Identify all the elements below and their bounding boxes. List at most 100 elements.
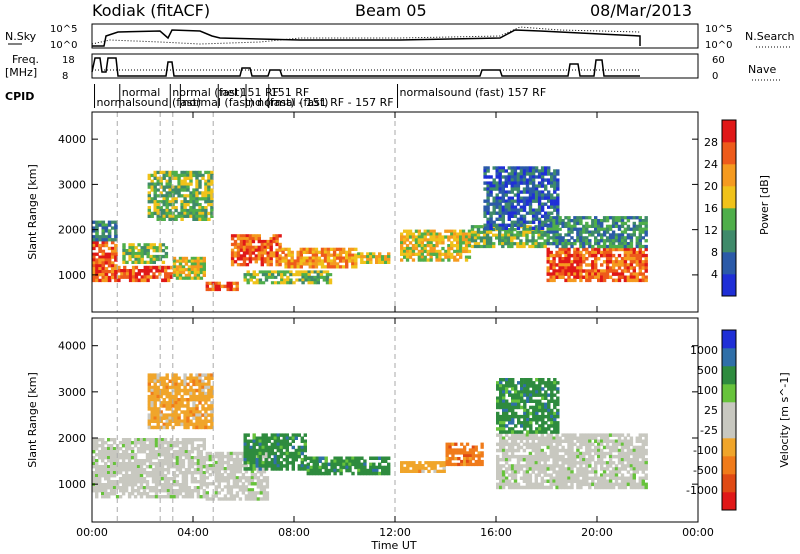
velocity-cell	[195, 416, 199, 420]
velocity-cell	[471, 462, 475, 467]
power-cell	[152, 246, 156, 250]
velocity-cell	[193, 438, 198, 442]
velocity-cell	[210, 413, 214, 417]
power-cell	[122, 251, 126, 256]
velocity-cell	[139, 462, 144, 466]
velocity-cell	[250, 479, 255, 483]
power-cell	[495, 172, 499, 176]
velocity-cell	[150, 425, 154, 430]
velocity-cell	[121, 480, 126, 484]
velocity-cell	[153, 385, 157, 390]
velocity-cell	[177, 416, 181, 420]
velocity-cell	[162, 379, 166, 383]
velocity-cell	[145, 492, 150, 496]
velocity-cell	[454, 448, 458, 452]
velocity-cell	[153, 373, 157, 377]
velocity-cell	[516, 448, 521, 453]
power-cell	[229, 287, 233, 292]
velocity-cell	[591, 442, 595, 447]
velocity-cell	[196, 480, 201, 484]
power-cell	[540, 223, 545, 227]
power-cell	[204, 191, 208, 195]
power-cell	[498, 190, 502, 194]
velocity-cell	[199, 477, 203, 481]
power-cell	[354, 253, 358, 257]
velocity-cell	[614, 464, 619, 468]
velocity-cell	[172, 477, 177, 481]
velocity-cell	[252, 454, 256, 459]
power-cell	[540, 181, 545, 185]
velocity-cell	[189, 391, 193, 396]
velocity-cell	[223, 494, 228, 498]
velocity-cell	[507, 454, 512, 459]
velocity-cell	[585, 470, 589, 474]
velocity-cell	[121, 462, 126, 466]
velocity-cell	[252, 445, 256, 450]
velocity-cell	[181, 438, 186, 442]
velocity-cell	[433, 464, 437, 468]
velocity-cell	[160, 459, 165, 463]
power-cell	[435, 249, 439, 254]
power-cell	[298, 270, 302, 274]
velocity-cell	[511, 381, 515, 385]
velocity-cell	[540, 448, 544, 453]
velocity-cell	[297, 467, 301, 471]
power-cell	[585, 224, 589, 228]
velocity-cell	[600, 482, 604, 487]
power-cell	[275, 237, 279, 241]
velocity-cell	[468, 457, 473, 461]
velocity-cell	[175, 462, 180, 466]
velocity-cell	[555, 482, 559, 487]
power-cell	[485, 244, 490, 249]
power-cell	[263, 260, 267, 264]
velocity-cell	[205, 497, 209, 501]
power-cell	[450, 235, 454, 239]
velocity-cell	[534, 479, 538, 483]
power-cell	[602, 244, 607, 249]
power-cell	[605, 253, 610, 258]
velocity-cell	[250, 494, 255, 498]
velocity-cell	[220, 476, 225, 480]
velocity-cell	[151, 441, 156, 445]
velocity-cell	[363, 471, 367, 476]
power-cell	[159, 176, 163, 180]
power-cell	[156, 203, 160, 207]
velocity-cell	[186, 398, 190, 402]
velocity-cell	[591, 476, 595, 480]
velocity-cell	[195, 388, 199, 393]
power-cell	[400, 238, 404, 242]
power-cell	[488, 230, 493, 234]
power-cell	[171, 214, 175, 218]
velocity-data-layer	[92, 318, 648, 522]
power-cell	[553, 175, 557, 179]
power-cell	[214, 287, 218, 292]
power-cell	[564, 263, 568, 267]
power-cell	[204, 197, 208, 201]
power-cell	[172, 262, 177, 266]
power-cell	[594, 216, 598, 220]
velocity-cell	[617, 436, 622, 440]
power-cell	[405, 229, 410, 233]
velocity-cell	[508, 414, 512, 419]
velocity-cell	[104, 453, 108, 457]
velocity-cell	[168, 407, 172, 411]
power-cell	[189, 173, 193, 178]
power-cell	[498, 233, 502, 237]
power-cell	[555, 224, 559, 228]
velocity-cell	[92, 471, 96, 475]
power-cell	[338, 256, 343, 260]
velocity-cell	[92, 444, 96, 448]
power-cell	[272, 251, 276, 255]
velocity-cell	[95, 441, 99, 445]
velocity-cell	[513, 454, 518, 459]
power-cell	[177, 182, 181, 186]
velocity-cell	[638, 451, 642, 456]
velocity-cell	[552, 458, 556, 462]
velocity-cell	[513, 485, 518, 490]
power-cell	[149, 269, 153, 273]
velocity-cell	[190, 438, 195, 442]
velocity-cell	[499, 390, 503, 394]
velocity-cell	[210, 419, 214, 423]
velocity-cell	[516, 445, 521, 450]
power-cell	[555, 221, 559, 226]
